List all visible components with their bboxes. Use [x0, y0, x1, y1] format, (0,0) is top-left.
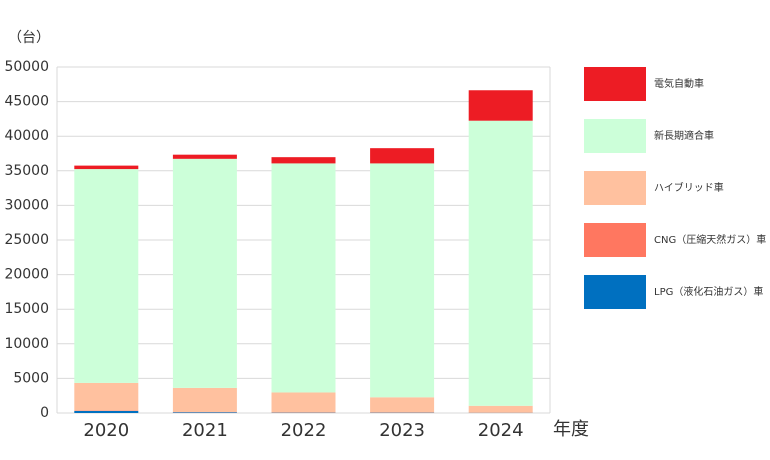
- y-tick-label: 35000: [4, 163, 49, 179]
- bar-segment: [468, 405, 533, 413]
- legend-label: 電気自動車: [654, 77, 704, 90]
- legend-label: CNG（圧縮天然ガス）車: [654, 233, 766, 246]
- bar-segment: [172, 158, 237, 388]
- bar-segment: [468, 90, 533, 121]
- x-tick-label: 2021: [182, 420, 228, 441]
- y-unit-label: （台）: [8, 30, 50, 46]
- x-tick-label: 2024: [478, 420, 524, 441]
- bar-segment: [74, 165, 139, 170]
- legend-swatch: [584, 67, 646, 101]
- y-tick-label: 40000: [4, 128, 49, 144]
- bar-segment: [271, 392, 336, 413]
- y-tick-label: 15000: [4, 301, 49, 317]
- x-tick-label: 2022: [281, 420, 327, 441]
- legend-swatch: [584, 119, 646, 153]
- y-tick-label: 25000: [4, 232, 49, 248]
- bar-segment: [74, 410, 139, 413]
- legend-label: LPG（液化石油ガス）車: [654, 285, 763, 298]
- legend-label: ハイブリッド車: [654, 181, 724, 194]
- bar-segment: [370, 397, 435, 413]
- bar-segment: [172, 387, 237, 413]
- y-tick-label: 50000: [4, 59, 49, 75]
- legend-label: 新長期適合車: [654, 129, 714, 142]
- x-axis-label: 年度: [553, 419, 589, 440]
- y-tick-label: 5000: [13, 370, 49, 386]
- x-tick-label: 2020: [83, 420, 129, 441]
- legend-swatch: [584, 275, 646, 309]
- bar-segment: [271, 163, 336, 393]
- bar-segment: [468, 120, 533, 406]
- x-tick-label: 2023: [379, 420, 425, 441]
- y-tick-label: 45000: [4, 94, 49, 110]
- y-tick-label: 30000: [4, 197, 49, 213]
- legend-swatch: [584, 171, 646, 205]
- bar-segment: [74, 169, 139, 383]
- bar-segment: [74, 382, 139, 411]
- bar-segment: [370, 163, 435, 398]
- bar-segment: [370, 148, 435, 164]
- bar-segment: [172, 154, 237, 159]
- y-tick-label: 10000: [4, 336, 49, 352]
- legend-swatch: [584, 223, 646, 257]
- bar-segment: [172, 412, 237, 413]
- bar-segment: [271, 157, 336, 164]
- y-tick-label: 0: [40, 405, 49, 421]
- y-tick-label: 20000: [4, 267, 49, 283]
